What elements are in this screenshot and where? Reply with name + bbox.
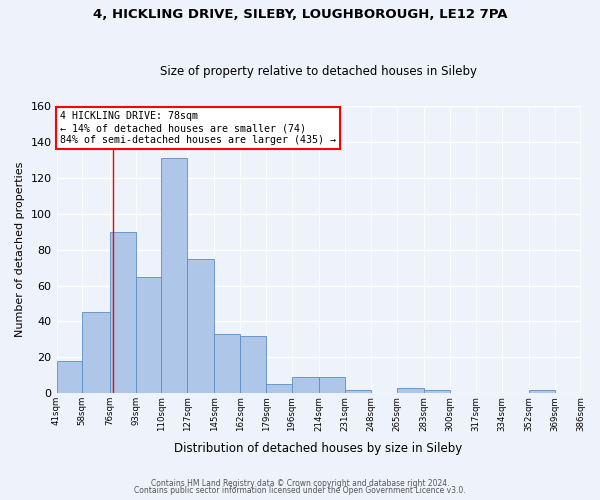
Bar <box>266 384 292 393</box>
Text: Contains public sector information licensed under the Open Government Licence v3: Contains public sector information licen… <box>134 486 466 495</box>
Bar <box>136 276 161 393</box>
Bar <box>345 390 371 393</box>
Bar <box>319 377 345 393</box>
Bar <box>397 388 424 393</box>
Y-axis label: Number of detached properties: Number of detached properties <box>15 162 25 338</box>
Bar <box>82 312 110 393</box>
Bar <box>241 336 266 393</box>
Bar <box>214 334 241 393</box>
Bar <box>56 361 82 393</box>
Bar <box>187 258 214 393</box>
Text: 4 HICKLING DRIVE: 78sqm
← 14% of detached houses are smaller (74)
84% of semi-de: 4 HICKLING DRIVE: 78sqm ← 14% of detache… <box>59 112 335 144</box>
X-axis label: Distribution of detached houses by size in Sileby: Distribution of detached houses by size … <box>175 442 463 455</box>
Bar <box>424 390 450 393</box>
Text: Contains HM Land Registry data © Crown copyright and database right 2024.: Contains HM Land Registry data © Crown c… <box>151 478 449 488</box>
Text: 4, HICKLING DRIVE, SILEBY, LOUGHBOROUGH, LE12 7PA: 4, HICKLING DRIVE, SILEBY, LOUGHBOROUGH,… <box>93 8 507 20</box>
Bar <box>161 158 187 393</box>
Bar <box>292 377 319 393</box>
Bar <box>110 232 136 393</box>
Title: Size of property relative to detached houses in Sileby: Size of property relative to detached ho… <box>160 66 477 78</box>
Bar <box>529 390 554 393</box>
